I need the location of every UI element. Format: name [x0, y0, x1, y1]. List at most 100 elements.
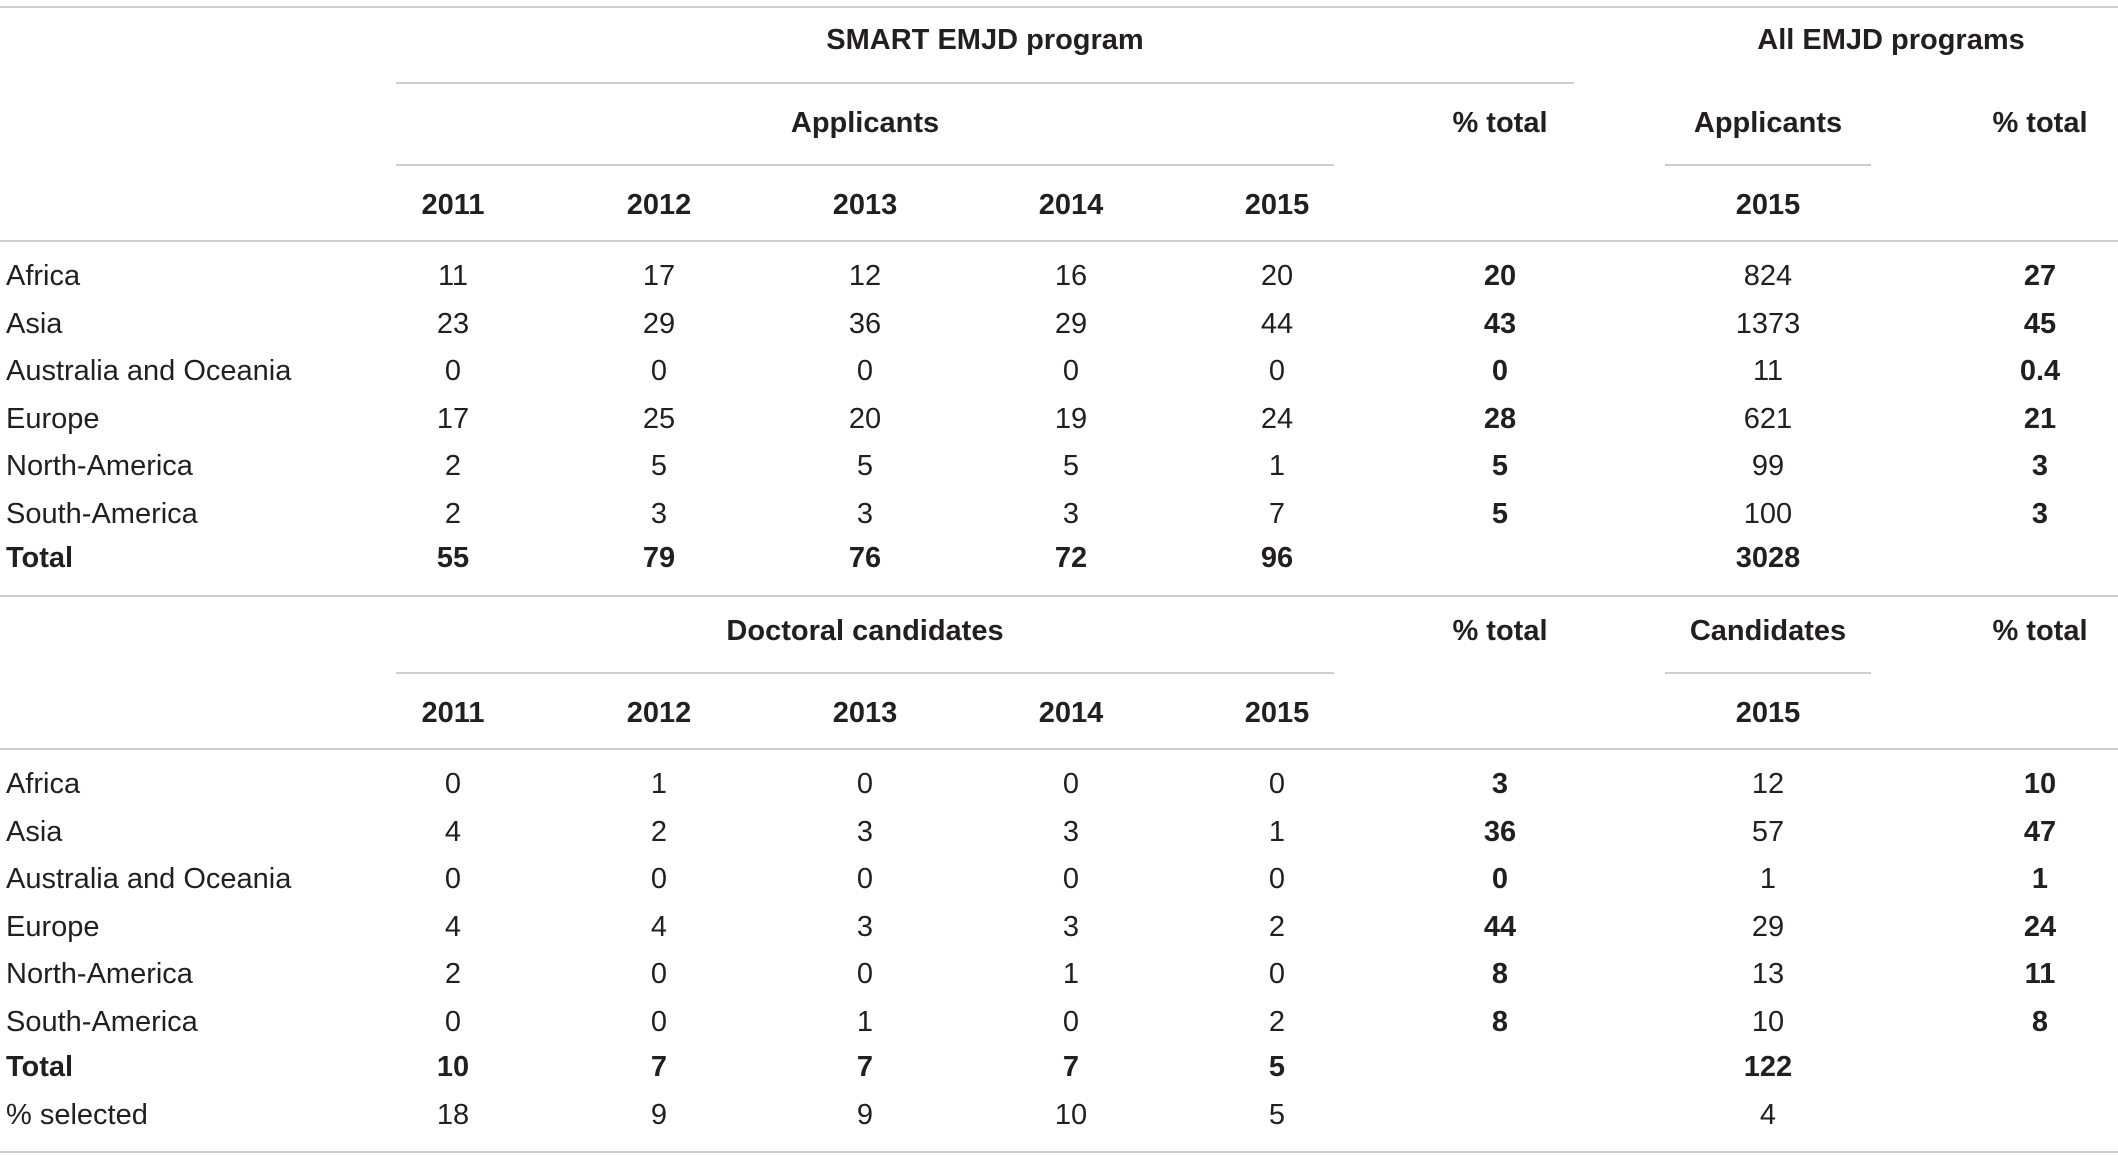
total-cell: 10	[1054, 1099, 1088, 1131]
region-label: Asia	[6, 815, 63, 848]
pct-total-cell: 36	[1483, 815, 1517, 848]
table-cell: 44	[1260, 307, 1294, 340]
all-pct-cell: 27	[2023, 260, 2057, 292]
table-cell: 0	[650, 863, 668, 895]
pct-total-cell: 8	[1491, 958, 1509, 990]
year-header: 2015	[1244, 697, 1310, 729]
total-cell: 5	[1268, 1051, 1286, 1083]
rule-header-bottom	[0, 240, 2118, 242]
region-label: South-America	[6, 1005, 198, 1038]
table-cell: 2	[444, 958, 462, 990]
table-cell: 0	[444, 768, 462, 800]
all-pct-cell: 8	[2031, 1005, 2049, 1038]
table-cell: 0	[650, 355, 668, 387]
table-cell: 0	[1062, 1005, 1080, 1038]
table-cell: 24	[1260, 402, 1294, 435]
table-cell: 3	[856, 497, 874, 530]
year-header: 2012	[626, 189, 692, 221]
rule-top	[0, 6, 2118, 8]
total-cell: 72	[1054, 542, 1088, 574]
table-cell: 0	[1268, 863, 1286, 895]
table-cell: 1	[1268, 450, 1286, 482]
all-pct-cell: 10	[2023, 768, 2057, 800]
all-pct-cell: 47	[2023, 815, 2057, 848]
candidates-header: Candidates	[1689, 615, 1847, 647]
year-header: 2011	[421, 189, 485, 221]
all-total-cell: 3028	[1735, 542, 1801, 574]
total-cell: 76	[848, 542, 882, 574]
table-cell: 19	[1054, 402, 1088, 435]
table-cell: 20	[1260, 260, 1294, 292]
table-cell: 11	[437, 260, 469, 292]
smart-program-title: SMART EMJD program	[826, 24, 1144, 56]
year-header: 2013	[832, 697, 898, 729]
region-label: Australia and Oceania	[6, 355, 292, 387]
candidates-all-pct-total-header: % total	[1992, 615, 2088, 647]
all-total-cell: 4	[1759, 1099, 1777, 1131]
all-count-cell: 100	[1743, 497, 1793, 530]
region-label: Africa	[6, 260, 81, 292]
table-cell: 0	[856, 958, 874, 990]
all-count-cell: 10	[1751, 1005, 1785, 1038]
all-pct-total-header: % total	[1992, 107, 2088, 139]
all-count-cell: 99	[1751, 450, 1785, 482]
year-header: 2013	[832, 189, 898, 221]
all-count-cell: 13	[1751, 958, 1785, 990]
region-label: Australia and Oceania	[6, 863, 292, 895]
table-cell: 16	[1054, 260, 1088, 292]
region-label: North-America	[6, 450, 193, 482]
all-pct-cell: 11	[2024, 958, 2056, 990]
total-cell: 18	[436, 1099, 470, 1131]
year-header: 2014	[1038, 697, 1104, 729]
table-cell: 0	[1062, 355, 1080, 387]
pct-total-cell: 5	[1491, 497, 1509, 530]
year-header: 2015	[1244, 189, 1310, 221]
table-cell: 17	[642, 260, 676, 292]
region-label: Africa	[6, 768, 81, 800]
total-cell: 7	[856, 1051, 874, 1083]
table-cell: 2	[444, 450, 462, 482]
table-cell: 5	[856, 450, 874, 482]
table-cell: 0	[444, 1005, 462, 1038]
table-cell: 2	[650, 815, 668, 848]
region-label: North-America	[6, 958, 193, 990]
table-cell: 25	[642, 402, 676, 435]
pct-total-cell: 28	[1483, 402, 1517, 435]
all-total-cell: 122	[1743, 1051, 1793, 1083]
table-cell: 1	[650, 768, 668, 800]
rule-under-doctoral	[396, 672, 1334, 674]
table-cell: 0	[444, 863, 462, 895]
table-cell: 12	[848, 260, 882, 292]
table-cell: 3	[1062, 815, 1080, 848]
total-cell: 10	[436, 1051, 470, 1083]
total-cell: 79	[642, 542, 676, 574]
table-cell: 2	[1268, 910, 1286, 943]
pct-total-cell: 20	[1483, 260, 1517, 292]
total-label: % selected	[6, 1099, 148, 1131]
doctoral-candidates-header: Doctoral candidates	[726, 615, 1004, 647]
pct-total-cell: 43	[1483, 307, 1517, 340]
year-header: 2011	[421, 697, 485, 729]
total-label: Total	[6, 542, 74, 574]
all-pct-cell: 21	[2023, 402, 2057, 435]
pct-total-cell: 5	[1491, 450, 1509, 482]
table-cell: 17	[436, 402, 470, 435]
table-cell: 29	[1054, 307, 1088, 340]
total-cell: 96	[1260, 542, 1294, 574]
all-year-header: 2015	[1735, 189, 1801, 221]
total-cell: 9	[856, 1099, 874, 1131]
rule-under-applicants	[396, 164, 1334, 166]
applicants-header: Applicants	[790, 107, 940, 139]
candidates-pct-total-header: % total	[1452, 615, 1548, 647]
pct-total-cell: 44	[1483, 910, 1517, 943]
table-cell: 0	[650, 958, 668, 990]
rule-candidates-header-bottom	[0, 748, 2118, 750]
all-count-cell: 824	[1743, 260, 1793, 292]
table-cell: 0	[1268, 768, 1286, 800]
table-cell: 1	[1062, 958, 1080, 990]
all-pct-cell: 45	[2023, 307, 2057, 340]
all-pct-cell: 3	[2031, 450, 2049, 482]
all-count-cell: 1	[1759, 863, 1777, 895]
table-cell: 20	[848, 402, 882, 435]
